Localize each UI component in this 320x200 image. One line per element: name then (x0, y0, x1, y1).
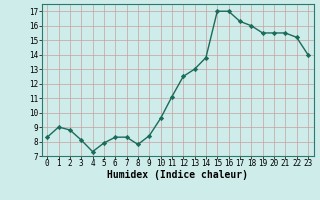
X-axis label: Humidex (Indice chaleur): Humidex (Indice chaleur) (107, 170, 248, 180)
